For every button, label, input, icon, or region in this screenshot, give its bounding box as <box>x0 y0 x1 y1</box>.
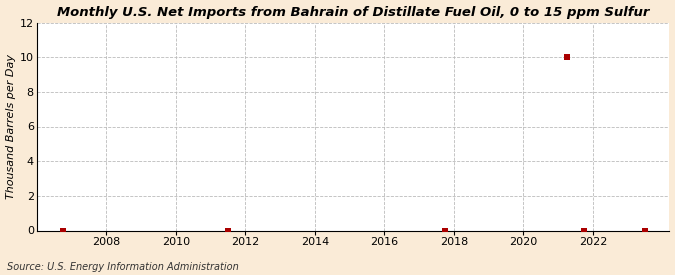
Point <box>562 55 572 59</box>
Point <box>579 228 590 233</box>
Point <box>57 228 68 233</box>
Point <box>440 228 451 233</box>
Text: Source: U.S. Energy Information Administration: Source: U.S. Energy Information Administ… <box>7 262 238 272</box>
Point <box>223 228 234 233</box>
Point <box>640 228 651 233</box>
Title: Monthly U.S. Net Imports from Bahrain of Distillate Fuel Oil, 0 to 15 ppm Sulfur: Monthly U.S. Net Imports from Bahrain of… <box>57 6 649 18</box>
Y-axis label: Thousand Barrels per Day: Thousand Barrels per Day <box>5 54 16 199</box>
